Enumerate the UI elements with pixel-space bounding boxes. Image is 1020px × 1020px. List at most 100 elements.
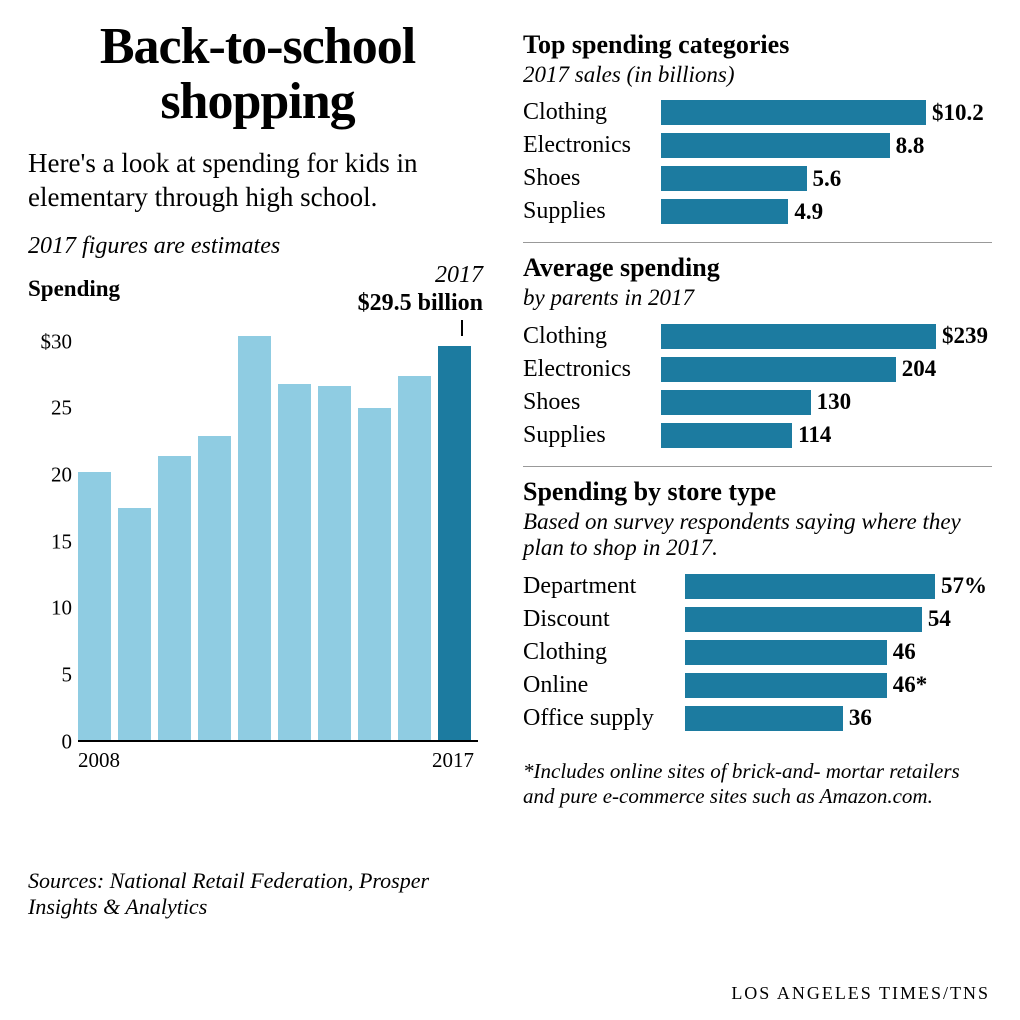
callout-year: 2017 xyxy=(435,262,483,289)
hbar-value: 130 xyxy=(817,389,852,415)
hbar-track: 114 xyxy=(661,419,992,452)
y-tick-label: 15 xyxy=(28,529,72,554)
spending-bar xyxy=(318,386,351,739)
spending-bar xyxy=(438,346,471,739)
hbar-label: Clothing xyxy=(523,99,661,126)
hbar-label: Office supply xyxy=(523,705,685,732)
spending-bar xyxy=(278,384,311,740)
hbar-row: Department 57% xyxy=(523,570,992,603)
hbar-row: Online 46* xyxy=(523,669,992,702)
hbar-value: 8.8 xyxy=(896,133,925,159)
store-type-section: Spending by store type Based on survey r… xyxy=(523,477,992,749)
hbar xyxy=(685,640,887,665)
hbar-value: 57% xyxy=(941,573,987,599)
hbar-track: 4.9 xyxy=(661,195,992,228)
hbar-row: Electronics 204 xyxy=(523,353,992,386)
left-column: Back-to-school shopping Here's a look at… xyxy=(28,20,487,920)
hbar-value: 4.9 xyxy=(794,199,823,225)
hbar xyxy=(661,133,890,158)
top-categories-title: Top spending categories xyxy=(523,30,992,60)
hbar-row: Clothing 46 xyxy=(523,636,992,669)
hbar-track: 36 xyxy=(685,702,992,735)
hbar-value: 204 xyxy=(902,356,937,382)
hbar-row: Electronics8.8 xyxy=(523,129,992,162)
hbar-value: 46 xyxy=(893,639,916,665)
hbar-value: 54 xyxy=(928,606,951,632)
sources-text: Sources: National Retail Federation, Pro… xyxy=(28,868,487,921)
hbar xyxy=(661,357,896,382)
y-tick-label: 0 xyxy=(28,729,72,754)
hbar-track: 54 xyxy=(685,603,992,636)
hbar-label: Supplies xyxy=(523,198,661,225)
hbar-row: Office supply 36 xyxy=(523,702,992,735)
hbar xyxy=(685,706,843,731)
hbar-track: $239 xyxy=(661,320,992,353)
spending-bar xyxy=(398,376,431,740)
hbar-track: 57% xyxy=(685,570,992,603)
store-type-title: Spending by store type xyxy=(523,477,992,507)
hbar-value: $10.2 xyxy=(932,100,984,126)
chart-plot-area xyxy=(78,342,478,742)
callout-value: $29.5 billion xyxy=(358,290,483,317)
hbar xyxy=(661,100,926,125)
avg-spending-bars: Clothing $239 Electronics 204 Shoes 130 Suppli… xyxy=(523,320,992,452)
hbar xyxy=(661,324,936,349)
hbar xyxy=(661,423,792,448)
hbar-track: 46* xyxy=(685,669,992,702)
spending-bar xyxy=(358,408,391,740)
hbar-row: Shoes 130 xyxy=(523,386,992,419)
hbar-row: Supplies 4.9 xyxy=(523,195,992,228)
infographic-container: Back-to-school shopping Here's a look at… xyxy=(28,20,992,920)
spending-bar xyxy=(118,508,151,740)
hbar-row: Clothing $10.2 xyxy=(523,96,992,129)
hbar-label: Supplies xyxy=(523,422,661,449)
hbar-label: Shoes xyxy=(523,165,661,192)
spending-bar xyxy=(238,336,271,740)
hbar-label: Department xyxy=(523,573,685,600)
hbar xyxy=(661,390,811,415)
hbar-label: Clothing xyxy=(523,323,661,350)
hbar xyxy=(685,673,887,698)
store-type-sub: Based on survey respondents saying where… xyxy=(523,509,992,562)
hbar xyxy=(685,574,935,599)
hbar-label: Clothing xyxy=(523,639,685,666)
hbar-label: Discount xyxy=(523,606,685,633)
intro-text: Here's a look at spending for kids in el… xyxy=(28,147,487,215)
hbar-value: 5.6 xyxy=(813,166,842,192)
hbar xyxy=(661,166,806,191)
hbar xyxy=(661,199,788,224)
hbar-track: 204 xyxy=(661,353,992,386)
hbar-row: Supplies114 xyxy=(523,419,992,452)
avg-spending-title: Average spending xyxy=(523,253,992,283)
y-tick-label: 10 xyxy=(28,596,72,621)
credit-line: LOS ANGELES TIMES/TNS xyxy=(731,983,990,1004)
callout-tick xyxy=(461,320,463,336)
hbar-value: $239 xyxy=(942,323,988,349)
spending-bar xyxy=(78,472,111,740)
right-column: Top spending categories 2017 sales (in b… xyxy=(523,20,992,920)
y-tick-label: 5 xyxy=(28,663,72,688)
hbar-label: Shoes xyxy=(523,389,661,416)
hbar-track: 130 xyxy=(661,386,992,419)
hbar-track: 8.8 xyxy=(661,129,992,162)
x-tick-label: 2008 xyxy=(78,748,120,773)
top-categories-section: Top spending categories 2017 sales (in b… xyxy=(523,30,992,243)
hbar-label: Online xyxy=(523,672,685,699)
x-tick-label: 2017 xyxy=(432,748,474,773)
hbar-row: Clothing $239 xyxy=(523,320,992,353)
store-type-bars: Department 57% Discount 54 Clothing 46 Online 4… xyxy=(523,570,992,735)
spending-bar xyxy=(158,456,191,740)
hbar-track: 46 xyxy=(685,636,992,669)
hbar-value: 36 xyxy=(849,705,872,731)
hbar-track: 5.6 xyxy=(661,162,992,195)
spending-chart-block: Spending 2017 $29.5 billion 0510152025$3… xyxy=(28,276,487,816)
hbar-value: 46* xyxy=(893,672,928,698)
top-categories-sub: 2017 sales (in billions) xyxy=(523,62,992,88)
hbar-label: Electronics xyxy=(523,356,661,383)
main-title: Back-to-school shopping xyxy=(28,20,487,129)
y-tick-label: $30 xyxy=(28,329,72,354)
top-categories-bars: Clothing $10.2 Electronics8.8 Shoes 5.6 Suppl… xyxy=(523,96,992,228)
hbar xyxy=(685,607,922,632)
avg-spending-sub: by parents in 2017 xyxy=(523,285,992,311)
hbar-row: Discount 54 xyxy=(523,603,992,636)
